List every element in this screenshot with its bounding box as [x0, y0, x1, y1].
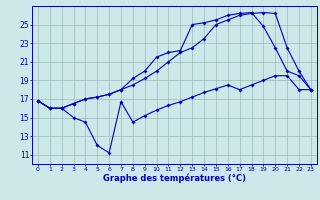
X-axis label: Graphe des températures (°C): Graphe des températures (°C) — [103, 174, 246, 183]
